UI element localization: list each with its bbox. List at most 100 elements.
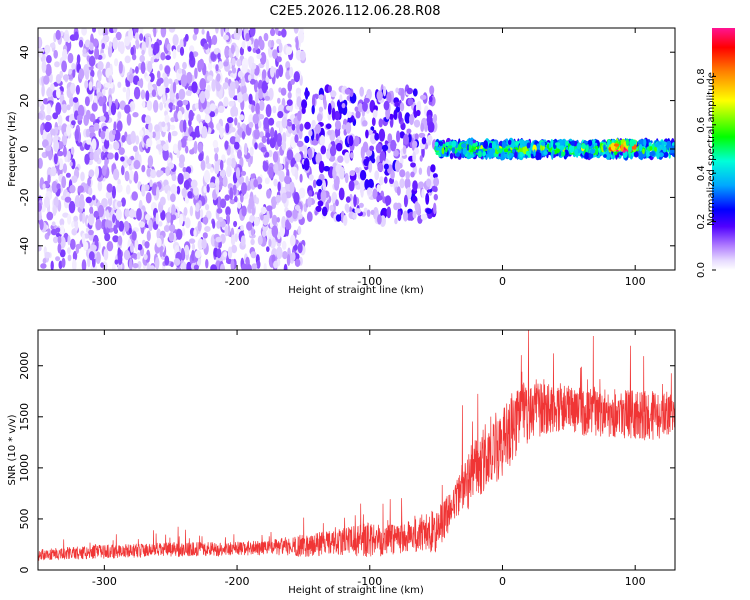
heatmap-cell — [76, 114, 83, 121]
heatmap-cell — [261, 80, 268, 94]
heatmap-cell — [429, 85, 435, 95]
heatmap-cell — [245, 175, 249, 186]
heatmap-cell — [129, 258, 133, 270]
heatmap-cell — [212, 220, 216, 229]
heatmap-cell — [353, 194, 357, 208]
heatmap-cell — [229, 136, 237, 145]
heatmap-cell — [260, 214, 264, 221]
heatmap-cell — [130, 46, 135, 56]
heatmap-cell — [189, 51, 194, 61]
heatmap-cell — [188, 238, 196, 244]
heatmap-cell — [216, 73, 221, 82]
heatmap-cell — [88, 251, 95, 261]
heatmap-cell — [277, 139, 282, 147]
x-tick-label: -100 — [357, 575, 382, 588]
heatmap-cell — [359, 86, 365, 97]
heatmap-cell — [85, 70, 90, 81]
heatmap-cell — [470, 151, 473, 155]
heatmap-cell — [406, 87, 414, 95]
heatmap-cell — [249, 28, 256, 37]
heatmap-cell — [317, 200, 324, 207]
heatmap-cell — [194, 250, 202, 259]
heatmap-cell — [276, 246, 283, 260]
heatmap-cell — [234, 141, 240, 150]
heatmap-cell — [569, 145, 575, 153]
heatmap-cell — [358, 202, 364, 208]
heatmap-cell — [53, 153, 58, 165]
heatmap-cell — [271, 225, 279, 238]
heatmap-cell — [295, 37, 299, 51]
heatmap-cell — [251, 104, 255, 113]
heatmap-cell — [57, 141, 64, 150]
heatmap-cell — [135, 39, 140, 50]
heatmap-cell — [246, 264, 252, 270]
heatmap-cell — [298, 208, 302, 216]
heatmap-cell — [121, 135, 126, 143]
heatmap-cell — [216, 208, 223, 214]
heatmap-cell — [136, 252, 141, 260]
heatmap-cell — [77, 104, 85, 118]
heatmap-cell — [38, 157, 43, 169]
heatmap-cell — [172, 34, 179, 46]
heatmap-cell — [216, 123, 222, 131]
heatmap-cell — [270, 28, 276, 37]
heatmap-cell — [447, 145, 453, 149]
heatmap-cell — [219, 159, 224, 171]
heatmap-cell — [41, 84, 45, 97]
heatmap-cell — [177, 110, 183, 121]
heatmap-cell — [491, 141, 497, 151]
heatmap-cell — [134, 239, 139, 253]
heatmap-cell — [501, 140, 507, 149]
heatmap-cell — [269, 136, 276, 149]
heatmap-cell — [168, 102, 174, 110]
heatmap-cell — [160, 28, 167, 38]
heatmap-cell — [193, 140, 198, 154]
heatmap-cell — [379, 176, 384, 186]
heatmap-cell — [247, 74, 252, 82]
heatmap-cell — [378, 118, 383, 128]
heatmap-cell — [335, 199, 339, 207]
heatmap-cell — [122, 87, 127, 93]
heatmap-cell — [77, 185, 85, 193]
heatmap-cell — [204, 115, 211, 124]
heatmap-cell — [53, 49, 58, 59]
heatmap-cell — [124, 55, 131, 64]
heatmap-cell — [208, 61, 213, 71]
heatmap-cell — [118, 61, 123, 74]
heatmap-cell — [294, 152, 302, 162]
heatmap-cell — [150, 169, 157, 179]
heatmap-cell — [156, 170, 162, 178]
heatmap-cell — [183, 171, 190, 180]
heatmap-cell — [533, 149, 536, 157]
heatmap-cell — [253, 216, 260, 227]
heatmap-cell — [466, 144, 470, 151]
heatmap-cell — [75, 243, 82, 249]
heatmap-cell — [97, 60, 104, 71]
heatmap-cell — [248, 121, 254, 129]
heatmap-cell — [222, 175, 228, 188]
heatmap-cell — [270, 39, 275, 48]
heatmap-cell — [638, 139, 644, 146]
heatmap-cell — [137, 261, 142, 269]
heatmap-cell — [270, 65, 275, 78]
heatmap-cell — [161, 121, 166, 128]
heatmap-cell — [296, 140, 304, 148]
heatmap-cell — [289, 234, 296, 247]
heatmap-cell — [225, 206, 231, 216]
heatmap-cell — [100, 130, 106, 140]
heatmap-cell — [445, 147, 448, 153]
heatmap-cell — [200, 159, 206, 171]
heatmap-cell — [112, 37, 118, 50]
heatmap-cell — [58, 260, 63, 270]
y-tick-label: 1000 — [18, 454, 31, 482]
heatmap-cell — [52, 112, 59, 120]
heatmap-cell — [138, 221, 145, 228]
heatmap-cell — [403, 194, 408, 208]
heatmap-cell — [307, 196, 312, 208]
heatmap-cell — [230, 259, 235, 270]
heatmap-cell — [421, 137, 427, 145]
heatmap-cell — [198, 58, 205, 70]
y-tick-label: 500 — [18, 508, 31, 529]
heatmap-cell — [55, 256, 61, 262]
